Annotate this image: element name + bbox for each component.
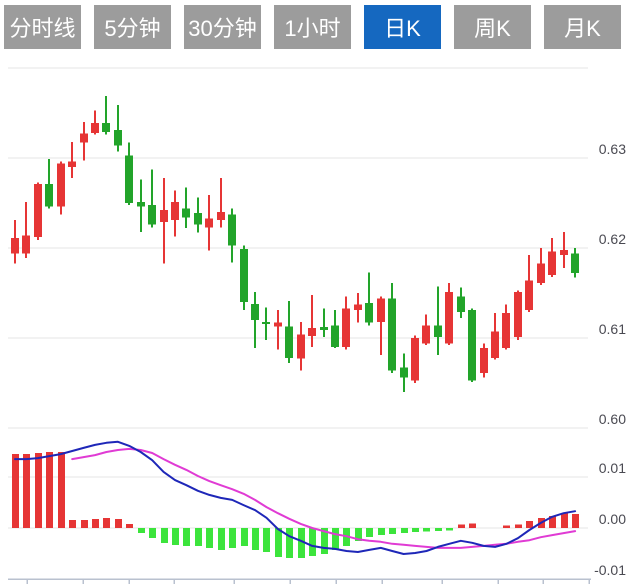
timeframe-tabs: 分时线 5分钟 30分钟 1小时 日K 周K 月K xyxy=(4,5,621,49)
svg-text:0.01: 0.01 xyxy=(599,460,626,476)
tab-timeframe-0[interactable]: 分时线 xyxy=(4,5,81,49)
tab-timeframe-6[interactable]: 月K xyxy=(544,5,621,49)
svg-text:0.62: 0.62 xyxy=(599,231,626,247)
tab-timeframe-5[interactable]: 周K xyxy=(454,5,531,49)
svg-text:0.60: 0.60 xyxy=(599,411,626,427)
tab-timeframe-1[interactable]: 5分钟 xyxy=(94,5,171,49)
candlesticks xyxy=(11,95,579,392)
svg-text:0.63: 0.63 xyxy=(599,141,626,157)
dea-line xyxy=(71,447,577,549)
svg-text:0.00: 0.00 xyxy=(599,511,626,527)
price-axis-labels: 0.63 0.62 0.61 0.60 xyxy=(599,141,626,427)
gridlines xyxy=(8,67,588,529)
svg-text:-0.01: -0.01 xyxy=(594,562,626,578)
x-axis xyxy=(8,578,591,584)
tab-timeframe-2[interactable]: 30分钟 xyxy=(184,5,261,49)
macd-axis-labels: 0.01 0.00 -0.01 xyxy=(594,460,626,578)
tab-timeframe-4[interactable]: 日K xyxy=(364,5,441,49)
dif-line xyxy=(14,440,577,555)
svg-text:0.61: 0.61 xyxy=(599,321,626,337)
macd-histogram xyxy=(12,452,579,559)
tab-timeframe-3[interactable]: 1小时 xyxy=(274,5,351,49)
